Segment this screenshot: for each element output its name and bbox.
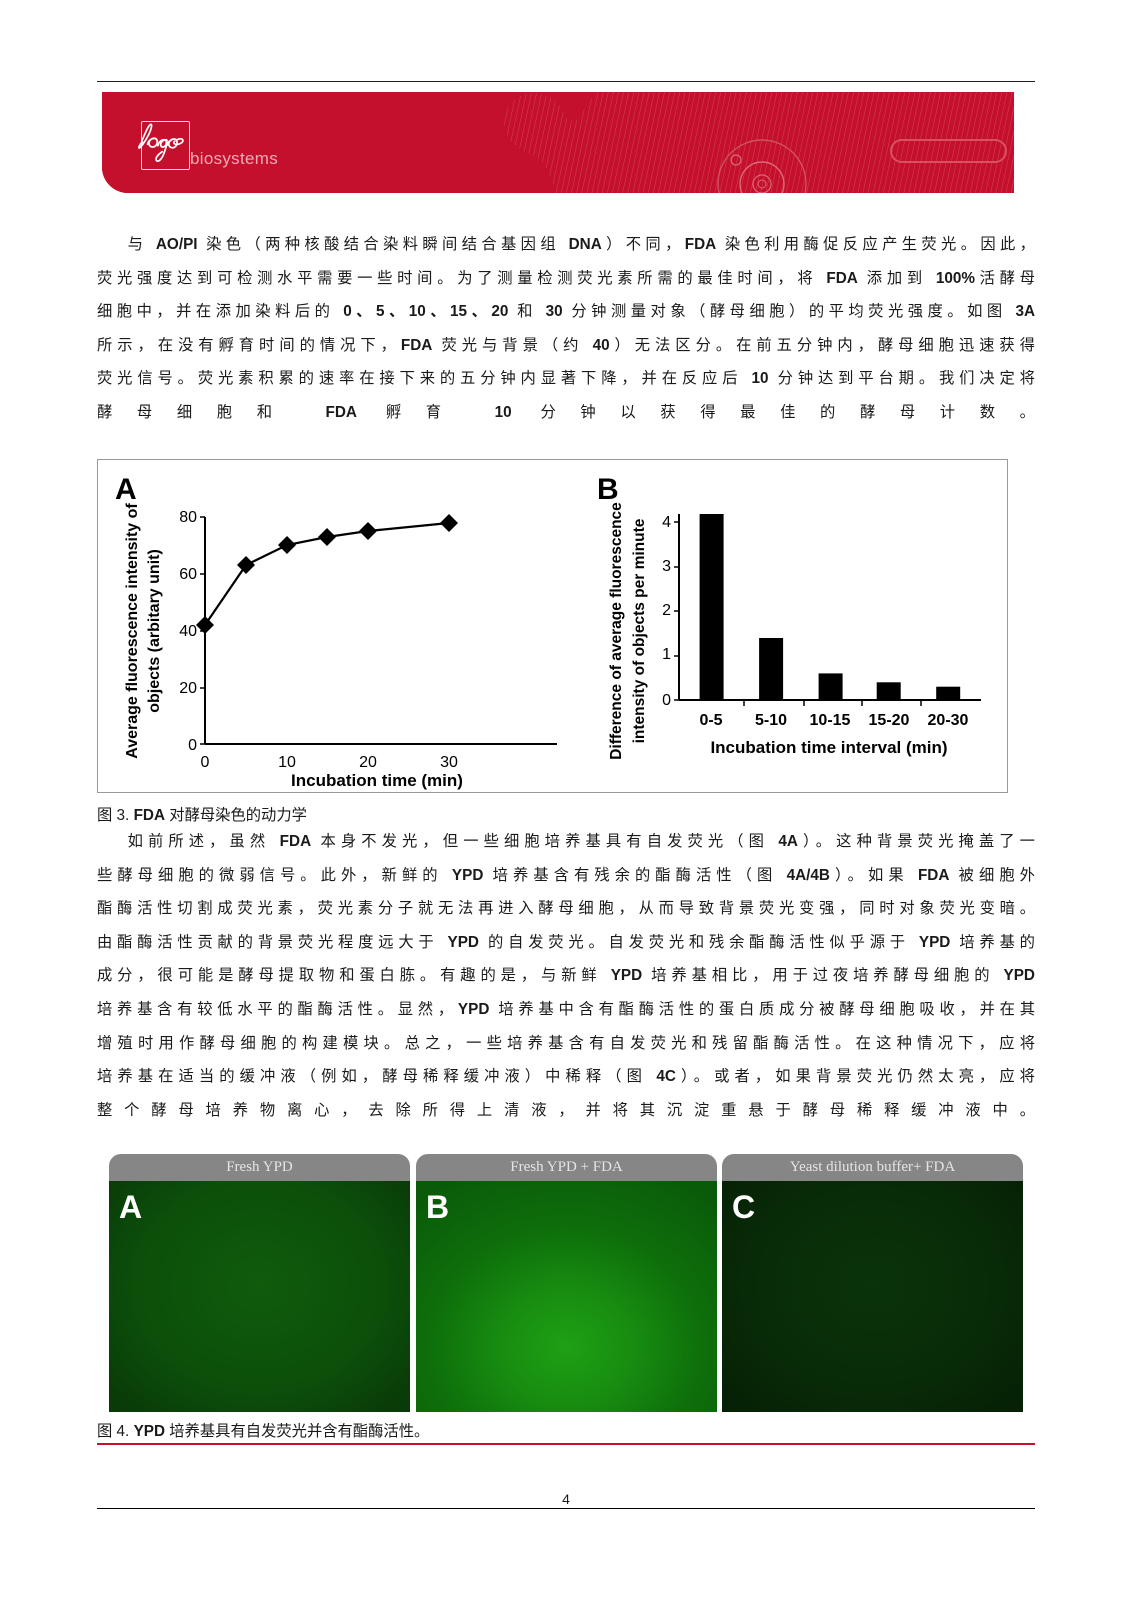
svg-text:Average fluorescence intensity: Average fluorescence intensity of [124, 503, 141, 759]
svg-text:2: 2 [662, 602, 671, 619]
svg-text:0: 0 [201, 754, 210, 771]
svg-text:1: 1 [662, 646, 671, 663]
svg-text:Difference of average fluoresc: Difference of average fluorescence [608, 502, 625, 760]
svg-text:15-20: 15-20 [869, 712, 910, 729]
svg-text:40: 40 [179, 623, 197, 640]
svg-text:intensity of objects per minut: intensity of objects per minute [631, 518, 648, 743]
svg-text:Incubation time interval (min): Incubation time interval (min) [710, 738, 947, 757]
svg-text:Incubation time (min): Incubation time (min) [291, 771, 463, 790]
svg-text:0: 0 [188, 737, 197, 754]
svg-text:80: 80 [179, 509, 197, 526]
svg-text:60: 60 [179, 566, 197, 583]
svg-text:20-30: 20-30 [928, 712, 969, 729]
svg-text:30: 30 [440, 754, 458, 771]
svg-text:B: B [597, 473, 619, 506]
svg-text:20: 20 [179, 680, 197, 697]
svg-text:3: 3 [662, 558, 671, 575]
svg-text:10-15: 10-15 [810, 712, 851, 729]
svg-text:0: 0 [662, 692, 671, 709]
svg-text:4: 4 [662, 514, 671, 531]
svg-text:A: A [115, 473, 137, 506]
svg-text:5-10: 5-10 [755, 712, 787, 729]
svg-text:20: 20 [359, 754, 377, 771]
svg-text:0-5: 0-5 [699, 712, 722, 729]
svg-text:10: 10 [278, 754, 296, 771]
svg-text:objects (arbitary unit): objects (arbitary unit) [146, 549, 163, 713]
